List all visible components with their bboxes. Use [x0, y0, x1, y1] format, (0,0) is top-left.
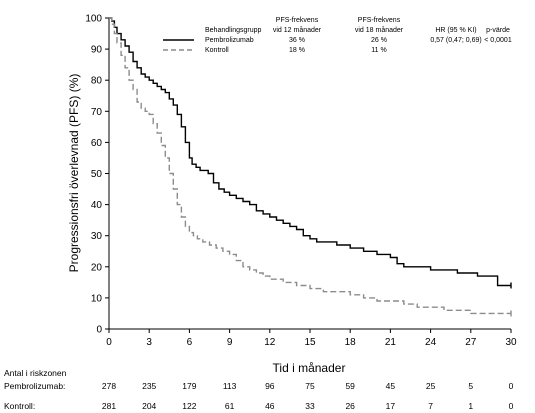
legend-p-value: < 0,0001 — [484, 37, 512, 44]
risk-value: 33 — [305, 401, 315, 411]
legend-header-p: p-värde — [486, 27, 510, 34]
risk-value: 204 — [142, 401, 156, 411]
legend-hr-value: 0,57 (0,47; 0,69) — [430, 37, 481, 44]
risk-value: 45 — [386, 381, 396, 391]
x-tick-label: 6 — [187, 337, 193, 348]
series-layer — [109, 17, 512, 317]
y-tick-label: 70 — [91, 107, 103, 118]
y-tick-label: 80 — [91, 76, 103, 87]
risk-value: 0 — [509, 401, 514, 411]
y-tick-label: 40 — [91, 200, 103, 211]
y-tick-label: 0 — [96, 325, 102, 336]
series-line-kontroll — [109, 17, 511, 315]
legend-pfs18-pembrolizumab: 26 % — [371, 37, 387, 44]
x-tick-label: 21 — [385, 337, 397, 348]
legend-header-pfs18-line2: vid 18 månader — [355, 26, 404, 34]
x-tick-label: 15 — [304, 337, 316, 348]
legend-header-pfs12-line2: vid 12 månader — [273, 26, 322, 34]
risk-value: 281 — [102, 401, 116, 411]
x-tick-label: 27 — [465, 337, 477, 348]
risk-value: 278 — [102, 381, 116, 391]
y-tick-label: 90 — [91, 45, 103, 56]
legend-header-group: Behandlingsgrupp — [205, 27, 262, 34]
legend: PFS-frekvens vid 12 månader PFS-frekvens… — [163, 17, 512, 54]
x-tick-label: 30 — [505, 337, 517, 348]
y-tick-label: 10 — [91, 293, 103, 304]
legend-pfs12-kontroll: 18 % — [289, 47, 305, 54]
risk-row-label-pembrolizumab: Pembrolizumab: — [4, 381, 65, 391]
risk-value: 75 — [305, 381, 315, 391]
x-tick-label: 12 — [264, 337, 276, 348]
y-axis-ticks: 0 10 20 30 40 50 60 70 80 90 100 — [85, 14, 109, 336]
risk-value: 0 — [509, 381, 514, 391]
risk-value: 25 — [426, 381, 436, 391]
y-tick-label: 60 — [91, 138, 103, 149]
risk-table-title: Antal i riskzonen — [4, 368, 67, 378]
risk-value: 17 — [386, 401, 396, 411]
y-tick-label: 20 — [91, 262, 103, 273]
risk-values: 278 235 179 113 96 75 59 45 25 5 0 281 204 122 61 46 33 2… — [102, 381, 514, 411]
risk-value: 26 — [345, 401, 355, 411]
risk-value: 7 — [428, 401, 433, 411]
legend-header-pfs18-line1: PFS-frekvens — [358, 17, 401, 24]
risk-value: 59 — [345, 381, 355, 391]
legend-label-kontroll: Kontroll — [205, 47, 229, 54]
x-tick-label: 9 — [227, 337, 233, 348]
y-tick-label: 30 — [91, 231, 103, 242]
legend-label-pembrolizumab: Pembrolizumab — [205, 37, 254, 44]
risk-value: 61 — [225, 401, 235, 411]
legend-header-pfs12-line1: PFS-frekvens — [276, 17, 319, 24]
risk-value: 5 — [468, 381, 473, 391]
x-tick-label: 3 — [146, 337, 152, 348]
axes — [108, 18, 511, 330]
x-tick-label: 24 — [425, 337, 437, 348]
risk-value: 179 — [182, 381, 196, 391]
risk-value: 96 — [265, 381, 275, 391]
legend-pfs18-kontroll: 11 % — [371, 47, 386, 54]
risk-value: 235 — [142, 381, 156, 391]
risk-value: 1 — [468, 401, 473, 411]
risk-value: 46 — [265, 401, 275, 411]
y-tick-label: 50 — [91, 169, 103, 180]
risk-row-label-kontroll: Kontroll: — [4, 401, 35, 411]
y-tick-label: 100 — [85, 14, 102, 25]
risk-table: Antal i riskzonen Pembrolizumab: Kontrol… — [4, 368, 514, 411]
legend-header-hr: HR (95 % KI) — [435, 27, 476, 34]
risk-value: 122 — [182, 401, 196, 411]
y-axis-title: Progressionsfri överlevnad (PFS) (%) — [67, 74, 81, 273]
x-tick-label: 0 — [106, 337, 112, 348]
risk-value: 113 — [223, 381, 237, 391]
x-axis-title: Tid i månader — [273, 361, 346, 375]
legend-pfs12-pembrolizumab: 36 % — [289, 37, 305, 44]
x-tick-label: 18 — [345, 337, 357, 348]
x-axis-ticks: 0 3 6 9 12 15 18 21 24 27 30 — [106, 329, 517, 348]
series-line-pembrolizumab — [109, 17, 511, 287]
